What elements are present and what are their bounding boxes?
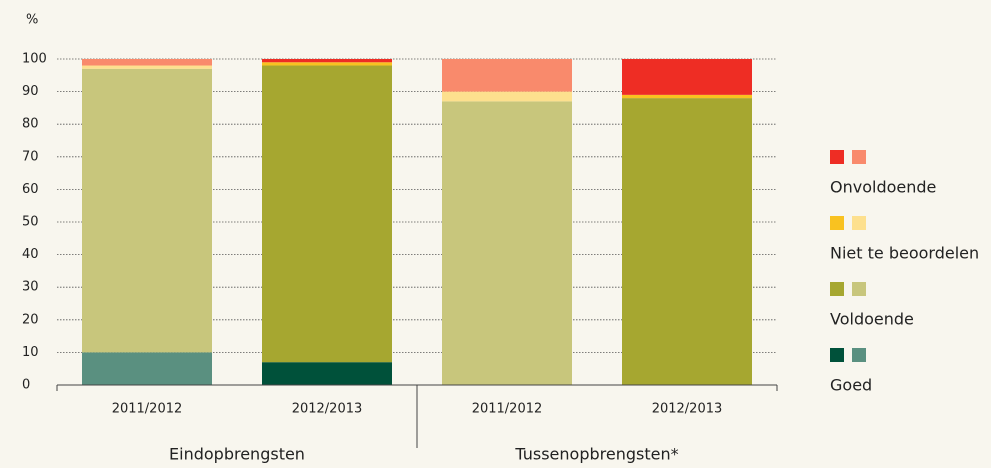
group-label: Tussenopbrengsten*	[514, 445, 678, 464]
legend-swatch	[830, 282, 844, 296]
bar-segment	[442, 91, 572, 102]
y-tick-label: 90	[22, 84, 39, 99]
group-label: Eindopbrengsten	[169, 445, 305, 464]
bar-segment	[262, 362, 392, 385]
bar-segment	[442, 59, 572, 92]
bar-segment	[82, 68, 212, 353]
bar-segment	[262, 62, 392, 66]
y-tick-label: 10	[22, 345, 39, 360]
legend-swatch	[830, 216, 844, 230]
bar-segment	[622, 98, 752, 386]
bar-segment	[442, 101, 572, 385]
legend-swatch	[852, 216, 866, 230]
x-tick-label: 2012/2013	[292, 402, 363, 417]
bar-segment	[82, 65, 212, 69]
bar-segment	[82, 352, 212, 385]
bar-segment	[622, 59, 752, 95]
x-tick-label: 2012/2013	[652, 402, 723, 417]
y-axis-label: %	[26, 13, 38, 28]
y-tick-label: 30	[22, 280, 39, 295]
x-tick-label: 2011/2012	[112, 402, 183, 417]
legend-swatch	[852, 282, 866, 296]
y-tick-label: 40	[22, 247, 39, 262]
y-tick-label: 80	[22, 117, 39, 132]
y-tick-label: 60	[22, 182, 39, 197]
bar-segment	[262, 65, 392, 363]
bar-segment	[82, 59, 212, 66]
y-tick-label: 50	[22, 215, 39, 230]
legend-label: Onvoldoende	[830, 178, 936, 197]
legend-swatch	[830, 150, 844, 164]
legend-label: Voldoende	[830, 310, 914, 329]
bar-segment	[622, 94, 752, 99]
legend-swatch	[830, 348, 844, 362]
y-tick-label: 20	[22, 312, 39, 327]
legend-label: Niet te beoordelen	[830, 244, 979, 263]
legend-swatch	[852, 150, 866, 164]
y-tick-label: 70	[22, 149, 39, 164]
y-tick-label: 0	[22, 378, 30, 393]
x-tick-label: 2011/2012	[472, 402, 543, 417]
legend-swatch	[852, 348, 866, 362]
legend-label: Goed	[830, 376, 872, 395]
y-tick-label: 100	[22, 52, 47, 67]
bar-segment	[262, 59, 392, 63]
